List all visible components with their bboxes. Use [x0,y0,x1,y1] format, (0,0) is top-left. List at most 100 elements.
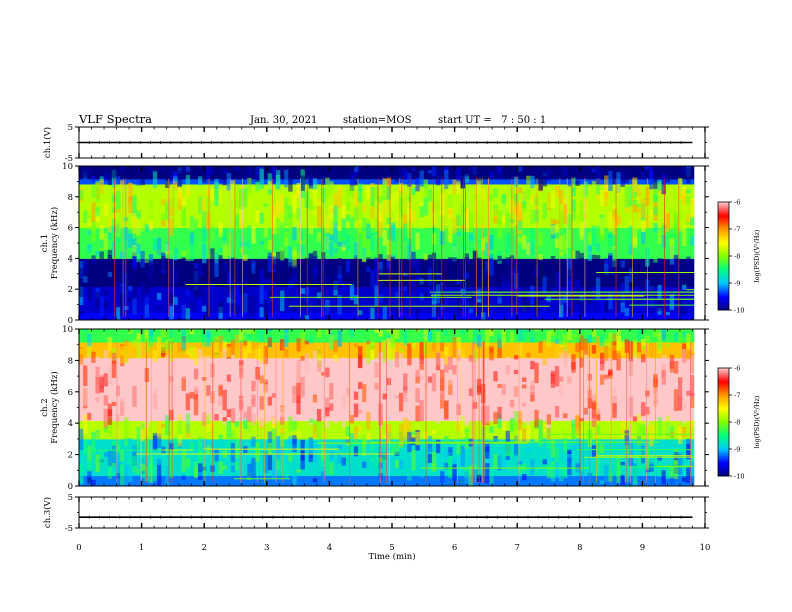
spectrogram-cell [234,213,240,232]
spectrogram-cell [87,470,92,480]
spectrogram-cell [485,329,490,347]
spectrogram-cell [132,195,137,216]
spectrogram-cell [579,418,584,422]
spectrogram-cell [513,369,519,375]
spectrogram-cell [550,208,556,225]
spectrogram-cell [530,195,535,204]
spectrogram-cell [140,166,145,168]
spectrogram-cell [124,416,129,427]
spectrogram-cell [382,306,387,320]
spectrogram-cell [394,190,400,202]
spectrogram-cell [530,459,535,475]
spectrogram-cell [370,234,375,250]
spectrogram-cell [91,278,96,288]
spectrogram-cell [628,268,634,283]
spectrogram-cell [337,187,342,209]
spectrogram-cell [345,180,351,185]
spectrogram-cell [448,379,453,395]
spectrogram-cell [234,302,240,315]
spectrogram-cell [513,355,519,360]
spectrogram-cell [345,188,351,202]
spectrogram-cell [460,445,465,467]
spectrogram-cell [390,364,396,370]
spectrogram-cell [230,263,236,268]
spectrogram-cell [173,369,178,381]
spectrogram-cell [575,279,580,289]
spectrogram-cell [444,299,449,307]
colorbar-cell [718,272,729,274]
spectrogram-cell [456,349,461,366]
spectrogram-cell [280,447,285,454]
spectrogram-cell [583,279,588,293]
spectrogram-cell [329,258,334,271]
spectrogram-cell [308,179,314,186]
spectrogram-cell [140,428,145,442]
y-tick-label: 8 [68,356,73,366]
station-label: station=MOS [343,115,412,126]
colorbar-cell [718,466,729,469]
spectrogram-cell [222,341,227,352]
spectrogram-cell [103,290,109,296]
spectrogram-cell [456,421,461,431]
colorbar-cell [718,407,729,409]
colorbar-cell [718,224,729,227]
spectrogram-cell [571,354,576,373]
spectrogram-cell [517,419,523,424]
spectrogram-cell [193,269,199,287]
spectrogram-cell [427,376,433,383]
colorbar-cell [718,222,729,224]
colorbar-cell [718,438,729,440]
spectrogram-cell [165,465,170,486]
spectrogram-cell [316,421,322,441]
spectrogram-cell [493,371,498,382]
spectrogram-cell [456,179,461,194]
spectrogram-cell [476,213,482,223]
spectrogram-cell [616,329,621,351]
spectrogram-cell [468,388,474,396]
spectrogram-cell [558,351,564,355]
spectrogram-cell [595,425,601,435]
spectrogram-cell [571,419,576,439]
spectrogram-cell [624,307,630,316]
spectrogram-cell [263,218,269,238]
colorbar-cell [718,270,729,273]
spectrogram-cell [83,329,88,331]
spectrogram-cell [165,167,170,188]
spectrogram-cell [497,218,502,239]
spectrogram-cell [296,360,301,382]
y-axis-label: ch.1(V) [42,127,53,158]
spectrogram-cell [653,206,658,215]
spectrogram-cell [79,287,84,298]
spectrogram-cell [87,477,92,484]
colorbar-cell [718,235,729,238]
spectrogram-cell [288,439,293,453]
spectrogram-cell [456,279,461,285]
spectrogram-cell [366,186,371,200]
spectrogram-cell [136,210,141,217]
spectrogram-cell [152,350,158,360]
spectrogram-cell [526,395,531,412]
spectrogram-cell [185,174,191,185]
spectrogram-cell [427,258,433,271]
spectrogram-cell [210,174,215,182]
spectrogram-cell [197,176,203,186]
spectrogram-cell [91,351,96,363]
spectrogram-cell [390,222,396,242]
spectrogram-cell [435,394,441,404]
spectrogram-cell [677,298,683,318]
spectrogram-cell [563,166,568,177]
spectrogram-cell [534,209,539,223]
spectrogram-cell [460,371,465,394]
spectrogram-cell [124,342,129,363]
colorbar-cell [718,214,729,216]
spectrogram-cell [161,199,166,206]
spectrogram-cell [505,233,511,256]
spectrogram-cell [665,213,671,229]
spectrogram-cell [604,185,609,199]
spectrogram-cell [398,392,404,412]
spectrogram-cell [271,374,277,390]
spectrogram-cell [554,185,560,191]
spectrogram-cell [226,420,232,439]
spectrogram-cell [509,418,515,432]
spectrogram-cell [522,192,527,202]
